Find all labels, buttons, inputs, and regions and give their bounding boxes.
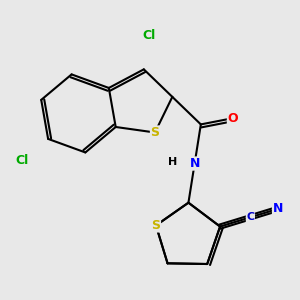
Text: N: N: [189, 157, 200, 170]
Text: Cl: Cl: [142, 29, 155, 43]
Text: S: S: [151, 126, 160, 139]
Text: S: S: [152, 219, 160, 232]
Text: N: N: [272, 202, 283, 215]
Text: H: H: [168, 157, 178, 167]
Text: Cl: Cl: [16, 154, 29, 167]
Text: C: C: [246, 212, 254, 222]
Text: O: O: [227, 112, 238, 125]
